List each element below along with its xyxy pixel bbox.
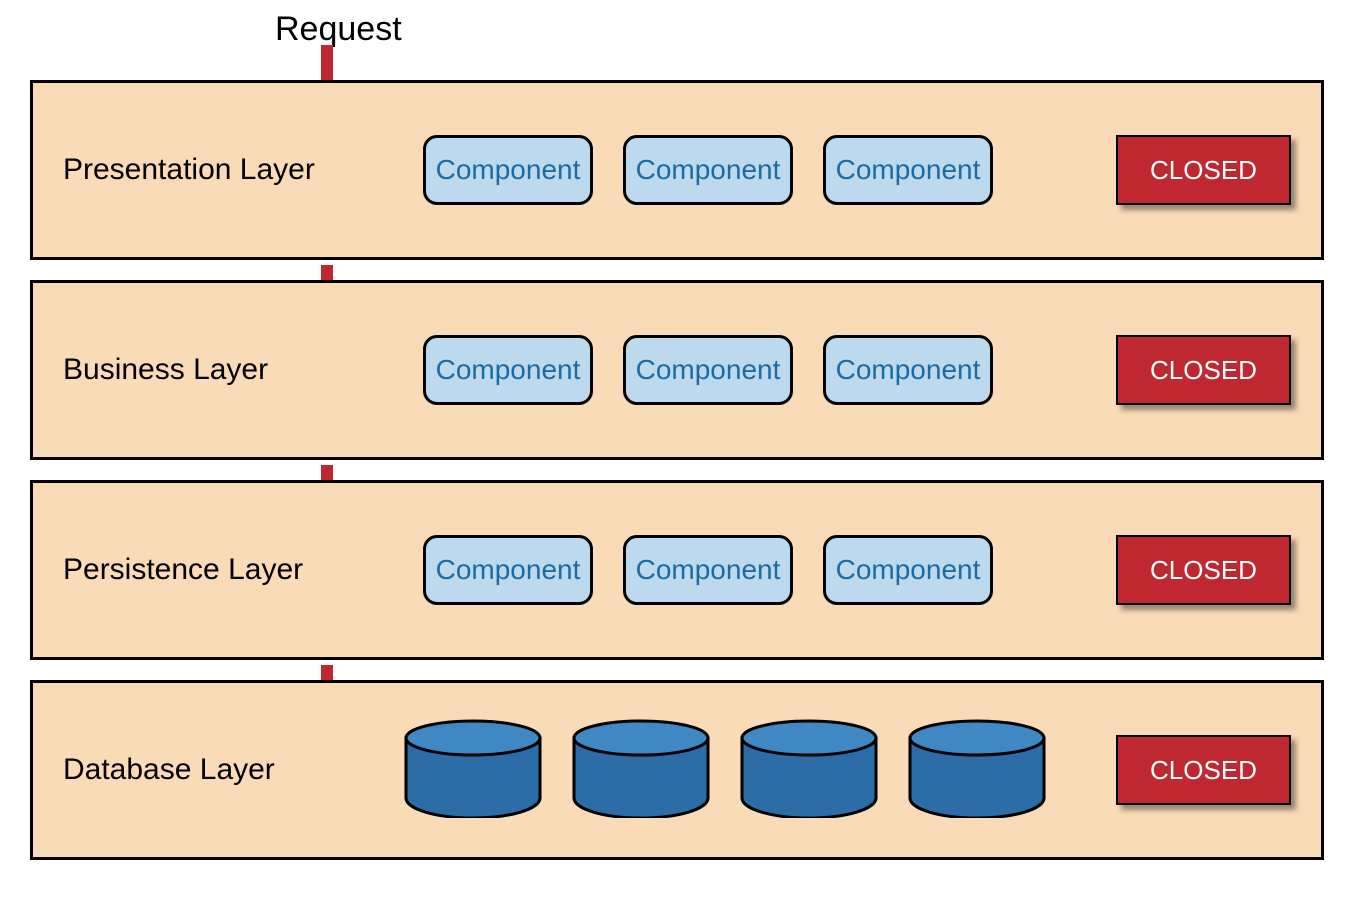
layer-label: Persistence Layer [63, 553, 363, 587]
closed-badge: CLOSED [1116, 735, 1291, 805]
database-cylinder [907, 718, 1047, 823]
layer-label: Presentation Layer [63, 153, 363, 187]
database-cylinder-icon [907, 718, 1047, 818]
closed-badge: CLOSED [1116, 135, 1291, 205]
component-box: Component [623, 135, 793, 205]
component-box: Component [623, 335, 793, 405]
layer-database: Database Layer CLOSED [30, 680, 1324, 860]
component-box: Component [823, 335, 993, 405]
database-cylinder [403, 718, 543, 823]
database-cylinder [571, 718, 711, 823]
layers-container: Presentation LayerComponentComponentComp… [30, 80, 1324, 860]
layer-presentation: Presentation LayerComponentComponentComp… [30, 80, 1324, 260]
component-box: Component [823, 535, 993, 605]
layer-persistence: Persistence LayerComponentComponentCompo… [30, 480, 1324, 660]
components-row: Component Component Component [363, 335, 1116, 405]
database-cylinder-icon [571, 718, 711, 818]
closed-badge: CLOSED [1116, 535, 1291, 605]
database-cylinder-icon [739, 718, 879, 818]
components-row: Component Component Component [363, 135, 1116, 205]
layer-label: Business Layer [63, 353, 363, 387]
closed-badge: CLOSED [1116, 335, 1291, 405]
component-box: Component [623, 535, 793, 605]
layered-architecture-diagram: Request Presentation LayerComponentCompo… [0, 0, 1354, 923]
request-label: Request [275, 10, 402, 49]
database-cylinder [739, 718, 879, 823]
component-box: Component [423, 535, 593, 605]
layer-business: Business LayerComponentComponentComponen… [30, 280, 1324, 460]
component-box: Component [423, 135, 593, 205]
component-box: Component [823, 135, 993, 205]
database-cylinder-icon [403, 718, 543, 818]
database-cylinders-row [363, 718, 1116, 823]
component-box: Component [423, 335, 593, 405]
layer-label: Database Layer [63, 753, 363, 787]
components-row: Component Component Component [363, 535, 1116, 605]
